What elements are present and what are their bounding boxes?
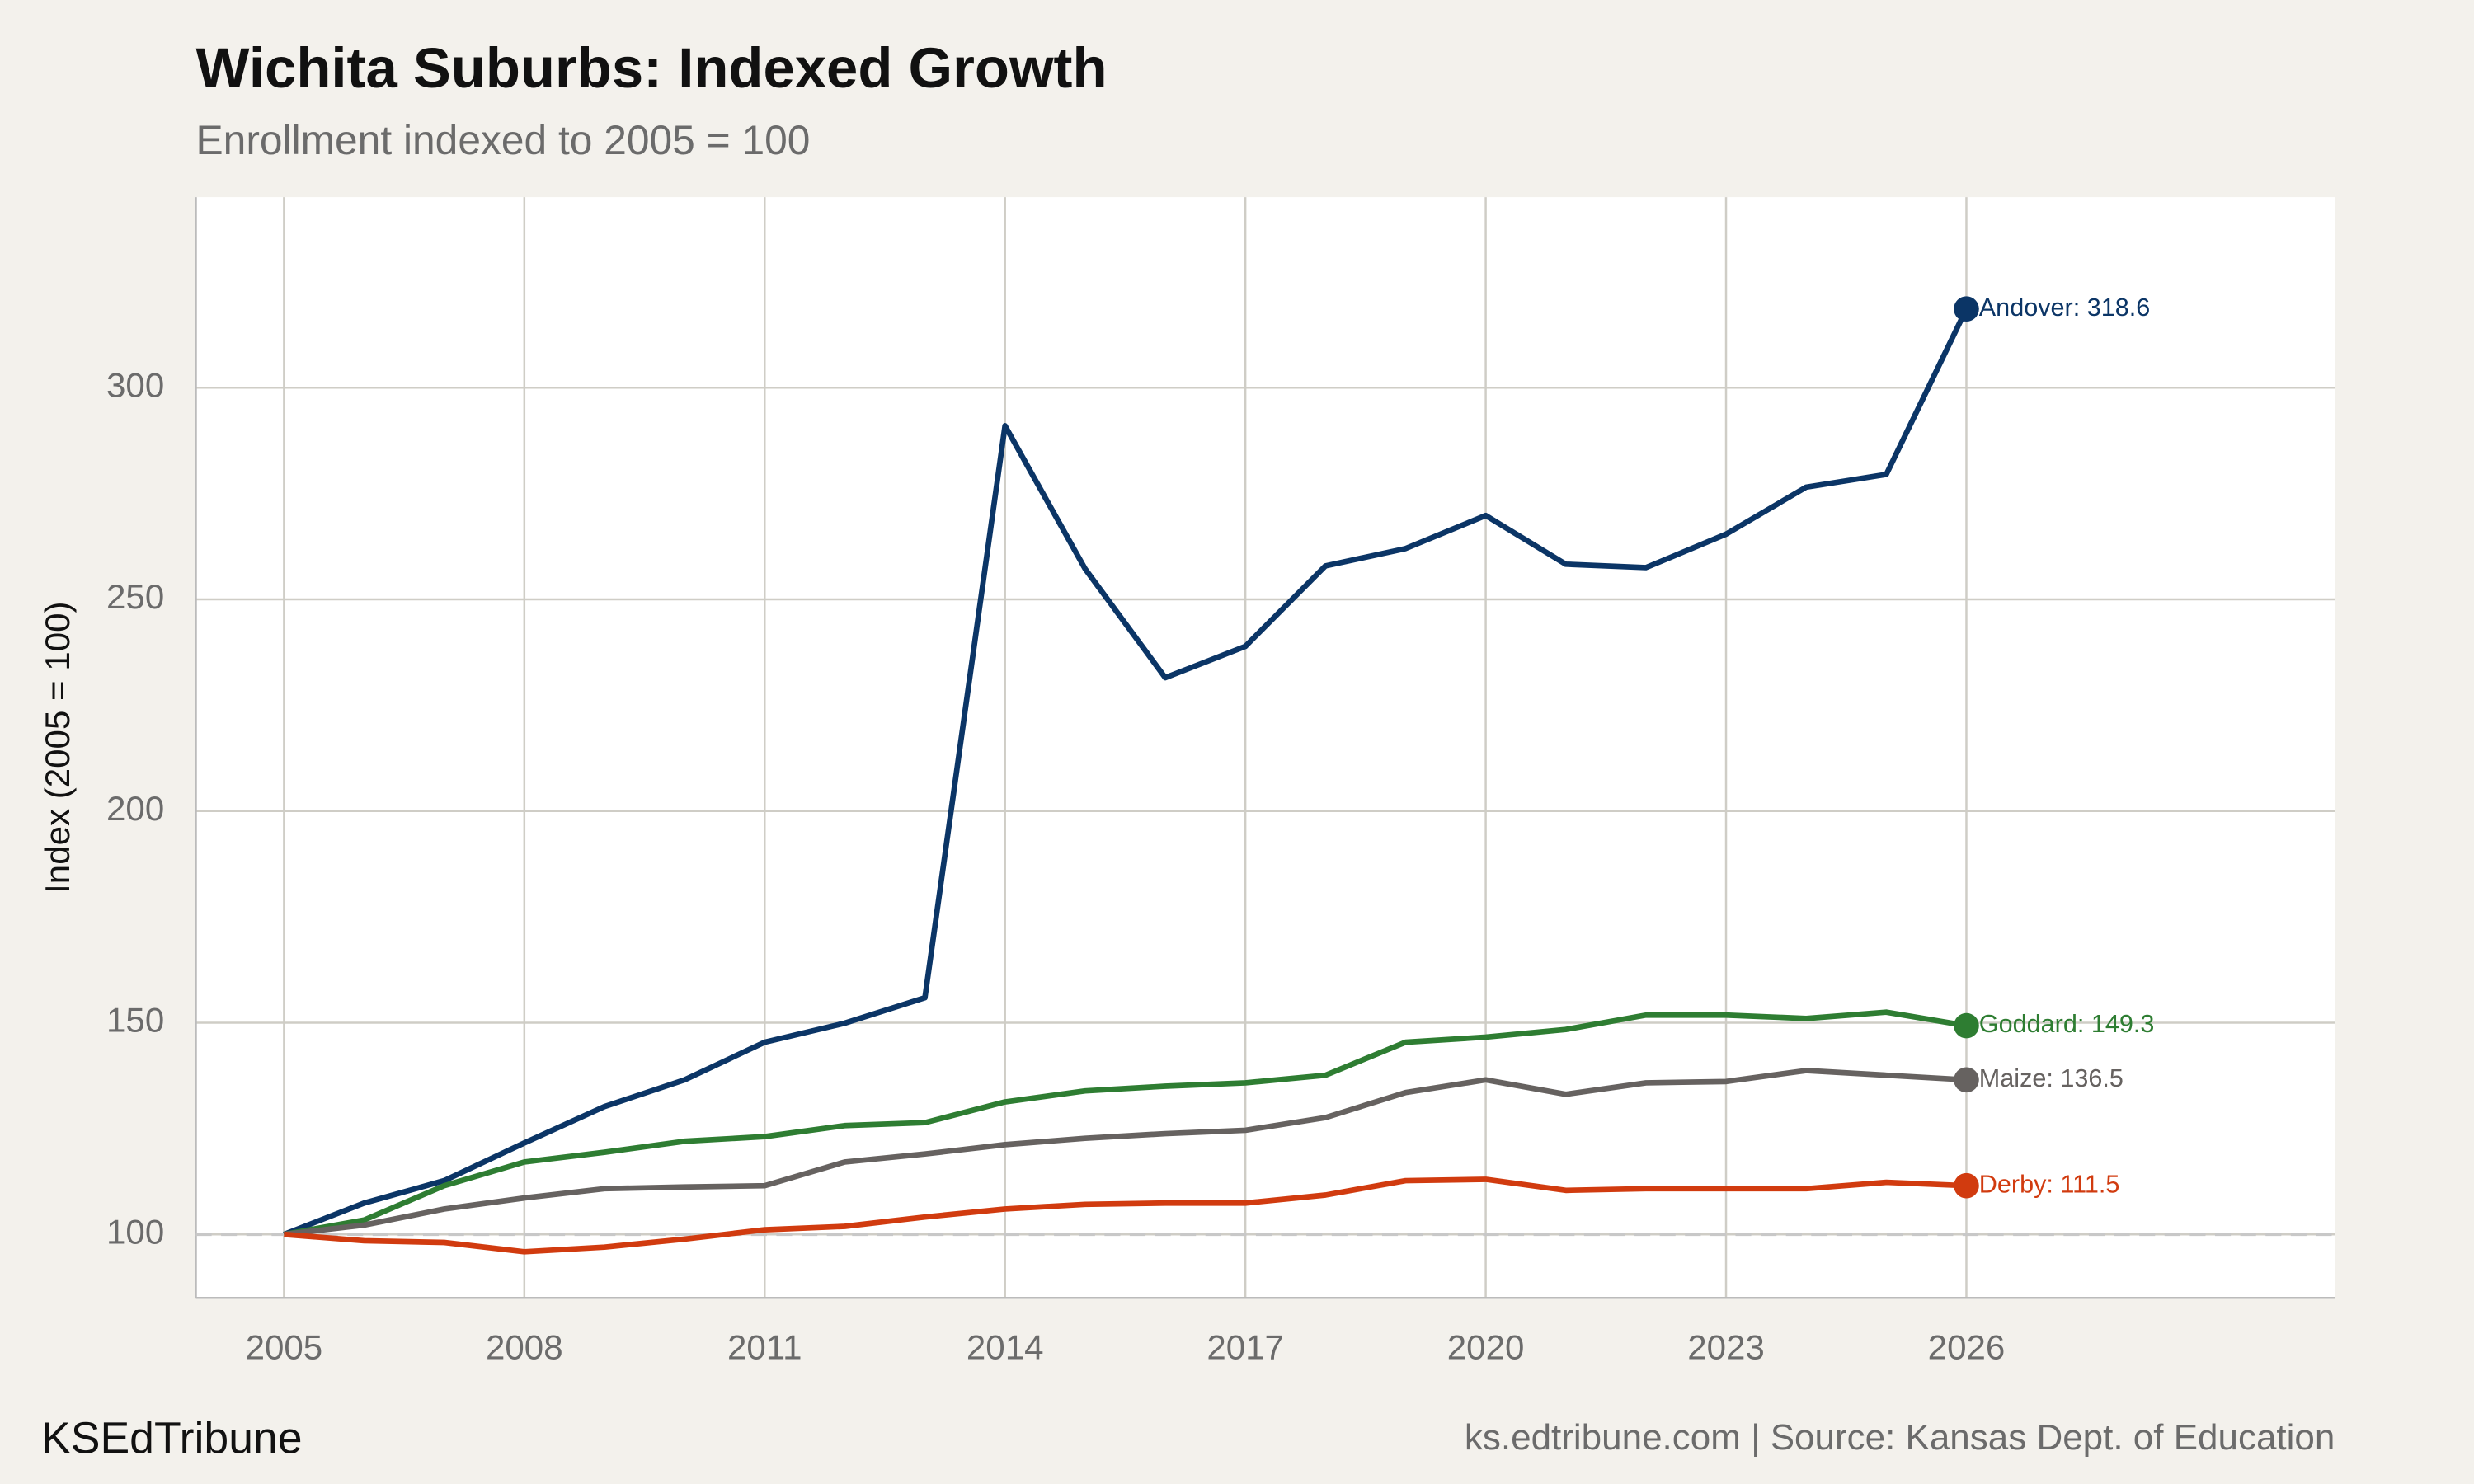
source-note: ks.edtribune.com | Source: Kansas Dept. … (1465, 1417, 2335, 1458)
end-point (1954, 296, 1979, 322)
end-point (1954, 1172, 1979, 1199)
y-tick-label: 300 (106, 365, 164, 404)
y-tick-label: 150 (106, 1001, 164, 1040)
x-tick-label: 2005 (246, 1328, 323, 1367)
plot: 100 150 200 250 300 2005 2008 2011 2014 2017 2020 2… (106, 197, 2335, 1367)
series-line (283, 1068, 1967, 1237)
end-label: Goddard: 149.3 (1979, 1010, 2155, 1038)
end-point (1954, 1012, 1979, 1039)
end-label: Derby: 111.5 (1979, 1170, 2120, 1198)
series-line (284, 1176, 1967, 1255)
end-label: Andover: 318.6 (1979, 294, 2151, 322)
x-tick-label: 2026 (1928, 1328, 2006, 1367)
y-tick-label: 250 (106, 577, 164, 616)
x-tick-label: 2023 (1687, 1328, 1765, 1367)
end-point (1954, 1067, 1979, 1093)
y-axis-label: Index (2005 = 100) (38, 601, 77, 893)
series-line (283, 1009, 1968, 1237)
x-tick-label: 2014 (967, 1328, 1044, 1367)
end-label: Maize: 136.5 (1979, 1064, 2124, 1092)
y-tick-label: 100 (106, 1212, 164, 1251)
x-tick-label: 2011 (727, 1328, 802, 1367)
plot-area (195, 197, 2335, 1298)
x-tick-label: 2020 (1447, 1328, 1525, 1367)
brand: KSEdTribune (41, 1414, 303, 1463)
chart-title: Wichita Suburbs: Indexed Growth (196, 36, 1108, 100)
y-tick-label: 200 (106, 789, 164, 828)
x-tick-label: 2017 (1206, 1328, 1284, 1367)
x-tick-label: 2008 (486, 1328, 563, 1367)
series-line (283, 308, 1969, 1237)
chart-subtitle: Enrollment indexed to 2005 = 100 (196, 117, 811, 163)
